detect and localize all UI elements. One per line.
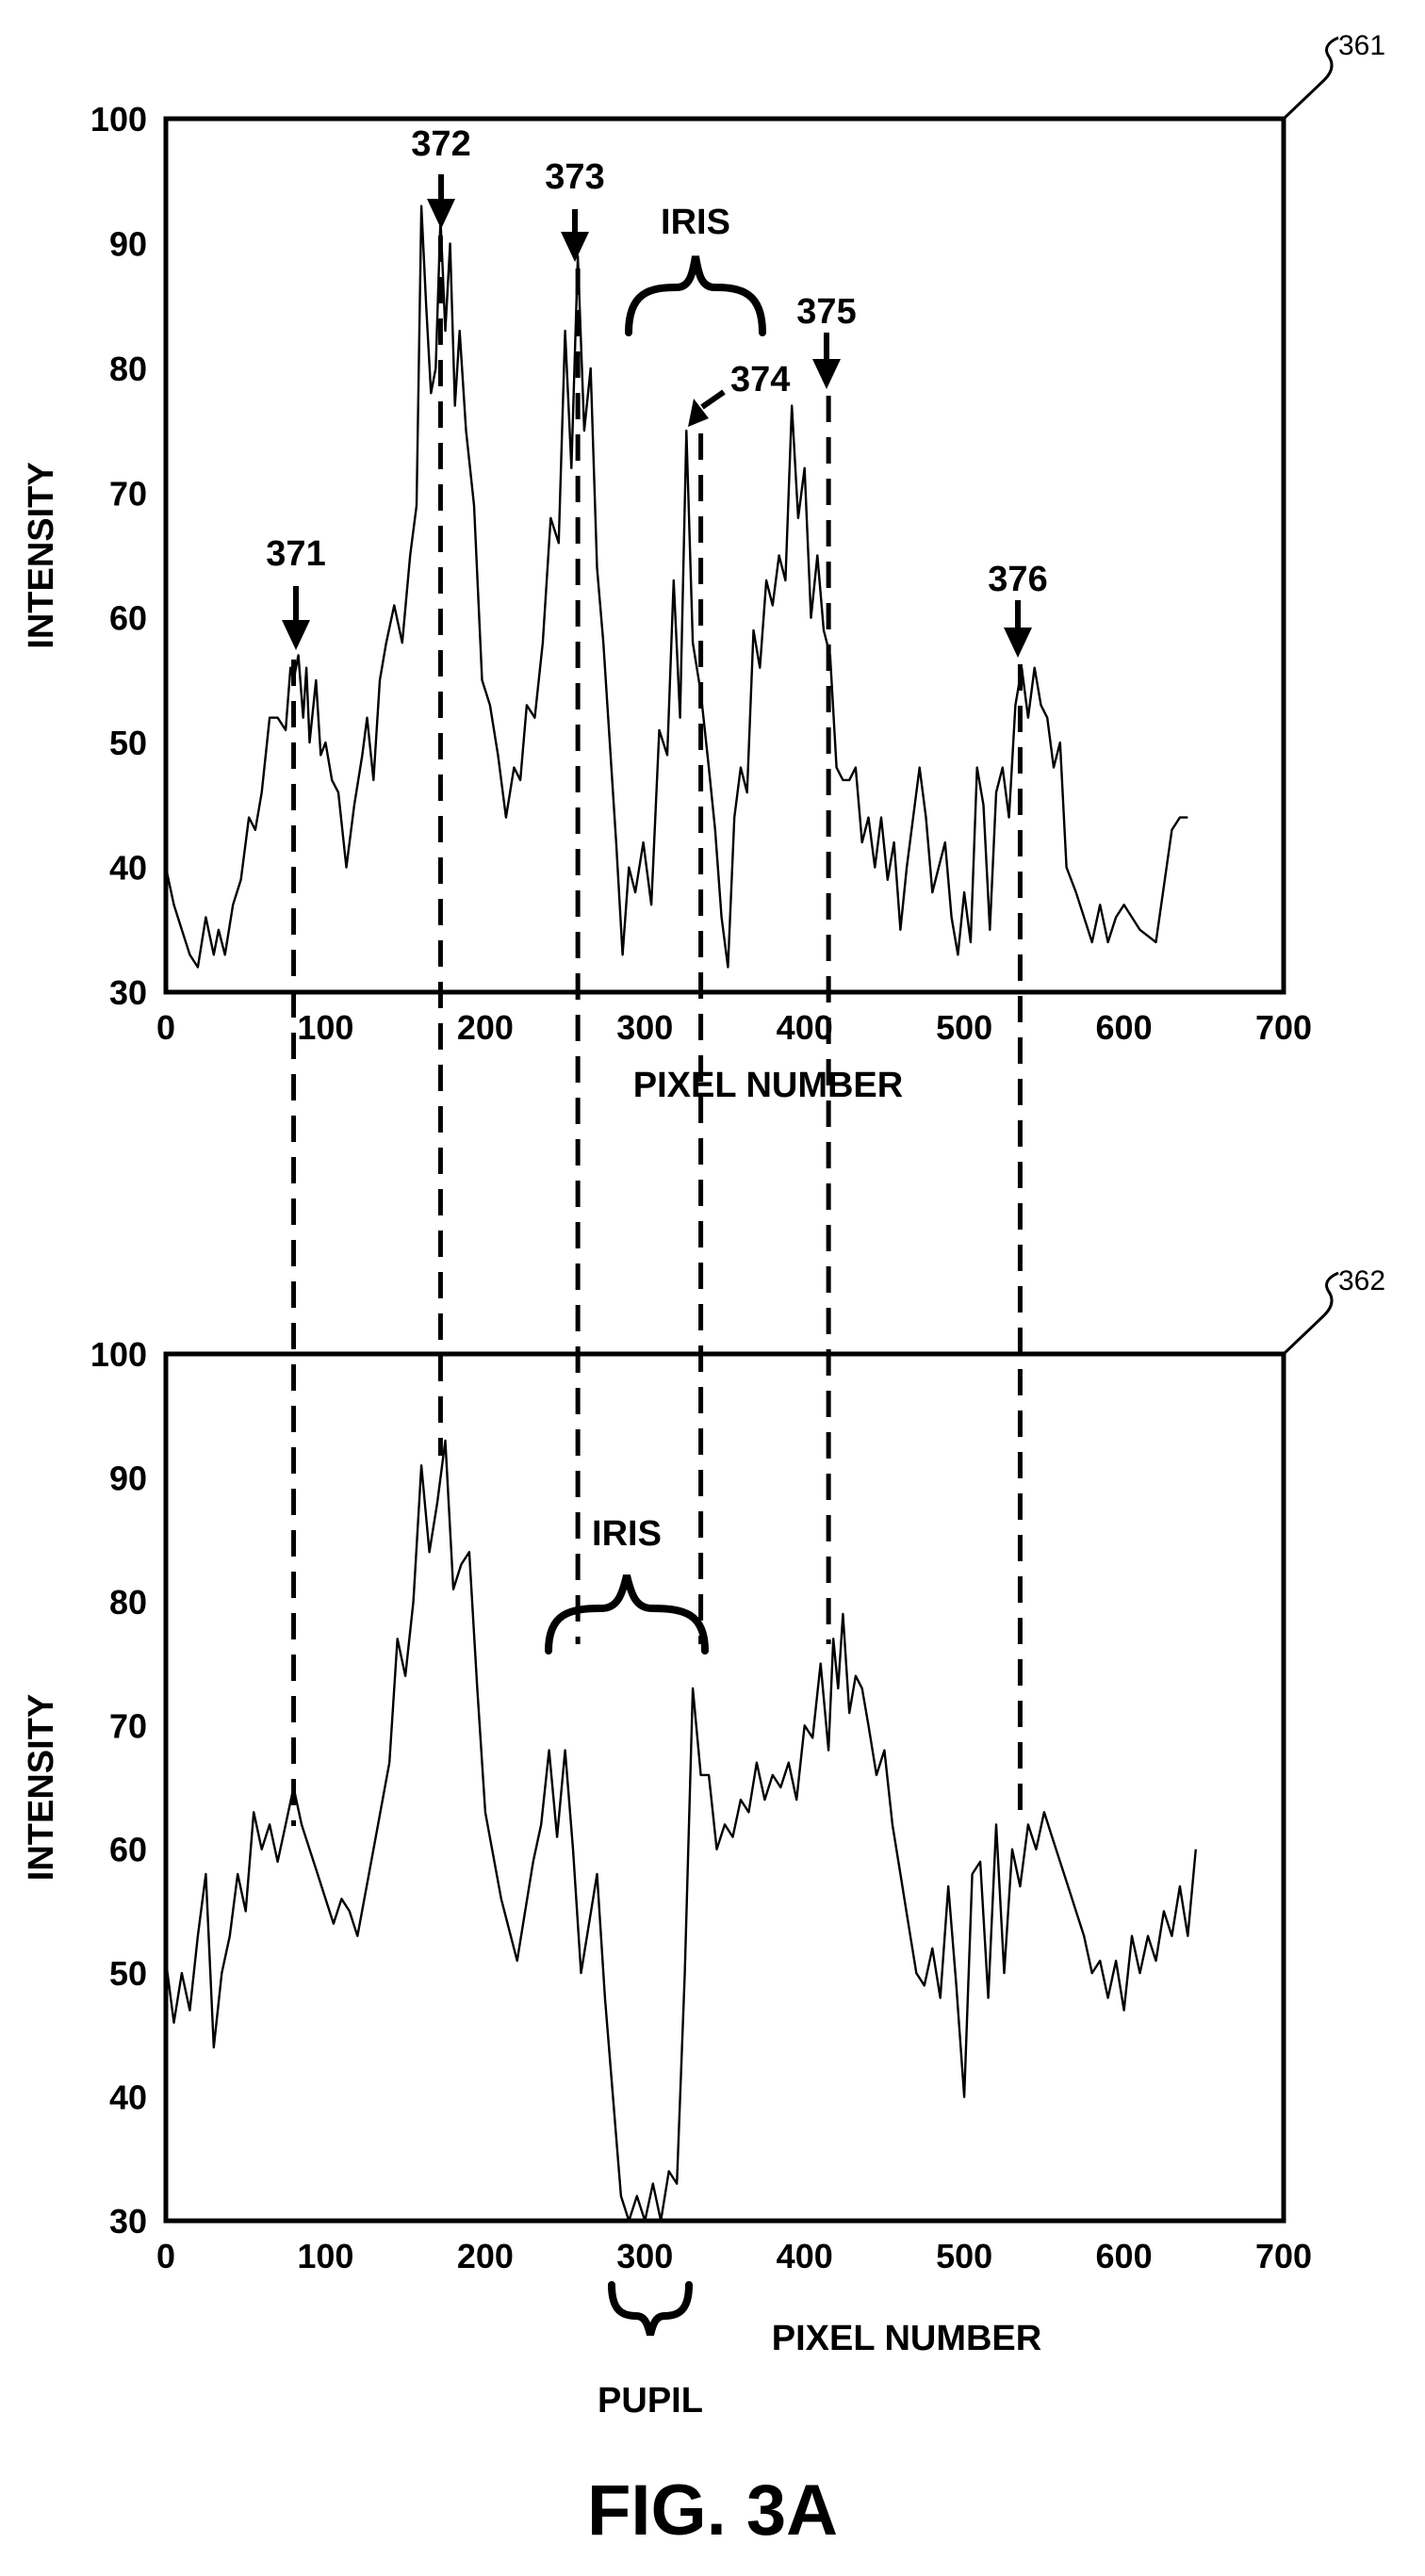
arrowhead-376: [1004, 628, 1032, 658]
y-tick-labels-361: 30 40 50 60 70 80 90 100: [90, 100, 147, 1012]
arrow-374: [700, 389, 726, 410]
arrowhead-373: [561, 232, 589, 262]
x-axis-label-362: PIXEL NUMBER: [772, 2319, 1041, 2358]
arrowhead-372: [427, 199, 455, 229]
x-tick-label: 600: [1096, 1008, 1153, 1047]
callout-376: 376: [988, 560, 1047, 599]
x-tick-label: 400: [777, 1008, 833, 1047]
ref-number-361: 361: [1338, 30, 1385, 61]
x-tick-label: 100: [297, 1008, 353, 1047]
arrowhead-375: [812, 359, 841, 389]
chart-362: 30 40 50 60 70 80 90 100 0 100 200 300 400 500 600 700…: [22, 1265, 1385, 2421]
y-tick-label: 80: [109, 1583, 147, 1622]
y-tick-label: 70: [109, 1706, 147, 1745]
chart-361: 30 40 50 60 70 80 90 100 0 100 200 300 400 500 600 700…: [22, 30, 1385, 1105]
y-tick-label: 50: [109, 1954, 147, 1993]
y-tick-label: 30: [109, 973, 147, 1012]
x-tick-label: 0: [156, 2237, 175, 2275]
x-tick-label: 500: [936, 2237, 992, 2275]
y-axis-label-362: INTENSITY: [22, 1694, 61, 1881]
plot-frame-361: [163, 116, 1286, 995]
x-tick-label: 0: [156, 1008, 175, 1047]
x-tick-label: 600: [1096, 2237, 1153, 2275]
y-axis-label-361: INTENSITY: [22, 462, 61, 648]
y-tick-label: 100: [90, 100, 147, 139]
iris-brace-362: [545, 1574, 709, 1655]
intensity-series-362: [164, 1439, 1197, 2223]
intensity-series-361: [164, 204, 1188, 969]
callout-372: 372: [411, 124, 470, 164]
arrowhead-374: [688, 399, 709, 427]
figure-label: FIG. 3A: [587, 2470, 838, 2551]
x-tick-label: 700: [1255, 2237, 1312, 2275]
y-tick-label: 80: [109, 350, 147, 388]
ref-leader-361: [1282, 36, 1339, 121]
x-tick-labels-362: 0 100 200 300 400 500 600 700: [156, 2237, 1312, 2275]
y-tick-label: 40: [109, 849, 147, 888]
y-tick-label: 60: [109, 1831, 147, 1869]
y-tick-label: 70: [109, 474, 147, 513]
x-tick-label: 300: [616, 1008, 673, 1047]
plot-frame-362: [163, 1351, 1286, 2224]
x-tick-labels-361: 0 100 200 300 400 500 600 700: [156, 1008, 1312, 1047]
x-tick-label: 100: [297, 2237, 353, 2275]
iris-label-361: IRIS: [661, 203, 730, 242]
ref-number-362: 362: [1338, 1265, 1385, 1296]
ref-leader-362: [1282, 1271, 1339, 1356]
pupil-brace-362: [608, 2281, 693, 2336]
x-tick-label: 200: [457, 2237, 514, 2275]
callout-371: 371: [266, 534, 325, 574]
x-tick-label: 400: [777, 2237, 833, 2275]
arrowhead-371: [282, 620, 310, 650]
x-tick-label: 300: [616, 2237, 673, 2275]
y-tick-label: 30: [109, 2202, 147, 2241]
x-tick-label: 500: [936, 1008, 992, 1047]
alignment-dashed-lines: [291, 236, 1023, 1826]
callout-375: 375: [796, 292, 856, 332]
pupil-label-362: PUPIL: [598, 2381, 703, 2421]
y-tick-label: 40: [109, 2079, 147, 2117]
y-tick-label: 90: [109, 224, 147, 263]
iris-brace-361: [625, 255, 766, 336]
y-tick-labels-362: 30 40 50 60 70 80 90 100: [90, 1335, 147, 2241]
x-tick-label: 200: [457, 1008, 514, 1047]
y-tick-label: 100: [90, 1335, 147, 1374]
y-tick-label: 90: [109, 1459, 147, 1497]
y-tick-label: 50: [109, 724, 147, 762]
x-tick-label: 700: [1255, 1008, 1312, 1047]
callout-374: 374: [730, 360, 790, 399]
x-axis-label-361: PIXEL NUMBER: [633, 1066, 903, 1105]
iris-label-362: IRIS: [592, 1514, 662, 1554]
callout-373: 373: [545, 157, 604, 197]
peak-callouts-361: 371 372 373 374 375 376: [266, 124, 1048, 658]
y-tick-label: 60: [109, 599, 147, 638]
